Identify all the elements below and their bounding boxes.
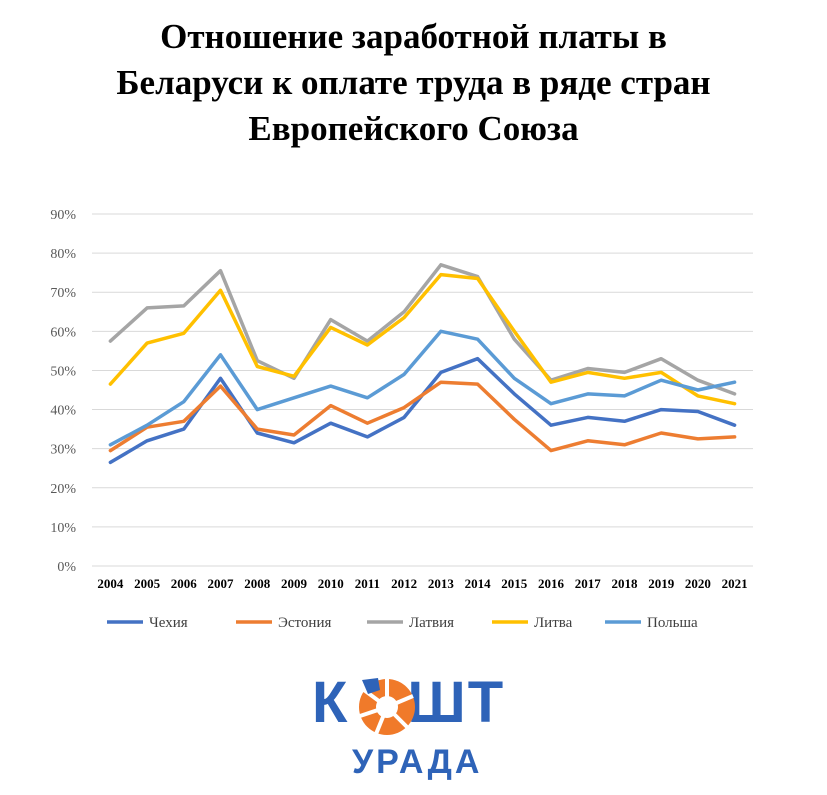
y-tick-label: 20%: [50, 482, 76, 497]
chart-title: Отношение заработной платы в Беларуси к …: [0, 14, 827, 152]
x-tick-label: 2004: [97, 576, 124, 591]
logo-subtitle: УРАДА: [352, 743, 483, 781]
series-line-2: [108, 380, 737, 453]
grid-lines: [92, 213, 753, 567]
legend-label-3: Латвия: [409, 615, 454, 631]
title-line-3: Европейского Союза: [248, 109, 579, 148]
x-tick-label: 2012: [391, 576, 417, 591]
y-tick-label: 70%: [50, 286, 76, 301]
x-tick-label: 2017: [575, 576, 602, 591]
series-line-4: [108, 272, 737, 406]
series-line-3: [108, 263, 737, 396]
y-tick-label: 60%: [50, 325, 76, 340]
logo-wordmark: К ШТ: [312, 672, 505, 734]
series-line-5: [108, 329, 737, 447]
legend: Чехия Эстония Латвия Литва Польша: [107, 615, 698, 631]
x-tick-label: 2019: [648, 576, 675, 591]
x-tick-label: 2015: [501, 576, 528, 591]
x-tick-label: 2013: [428, 576, 455, 591]
logo: К ШТ УРАДА: [0, 668, 827, 788]
legend-label-2: Эстония: [278, 615, 331, 631]
y-axis: 0% 10% 20% 30% 40% 50% 60% 70% 80% 90%: [50, 208, 76, 575]
series-lines: [108, 263, 737, 465]
logo-text-right: ШТ: [407, 670, 506, 735]
x-tick-label: 2021: [722, 576, 748, 591]
y-tick-label: 10%: [50, 521, 76, 536]
coin-logo-icon: [359, 678, 415, 735]
x-tick-label: 2006: [171, 576, 198, 591]
x-tick-label: 2009: [281, 576, 308, 591]
legend-label-1: Чехия: [149, 615, 188, 631]
x-tick-label: 2005: [134, 576, 161, 591]
x-tick-label: 2011: [355, 576, 380, 591]
x-tick-label: 2020: [685, 576, 711, 591]
x-tick-label: 2010: [318, 576, 344, 591]
logo-text-left: К: [312, 670, 350, 735]
x-tick-label: 2016: [538, 576, 565, 591]
x-tick-label: 2007: [208, 576, 235, 591]
title-line-1: Отношение заработной платы в: [160, 17, 667, 56]
y-tick-label: 40%: [50, 404, 76, 419]
y-tick-label: 50%: [50, 364, 76, 379]
legend-label-5: Польша: [647, 615, 698, 631]
line-chart: 0%10%20%30%40%50%60%70%80%90% 2004 2005 20…: [50, 208, 753, 631]
legend-label-4: Литва: [534, 615, 573, 631]
title-line-2: Беларуси к оплате труда в ряде стран: [116, 63, 711, 102]
y-tick-label: 0%: [57, 560, 76, 575]
x-axis: 2004 2005 2006 2007 2008 2009 2010 2011 2012 2013…: [97, 576, 747, 591]
x-tick-label: 2018: [611, 576, 638, 591]
y-tick-label: 90%: [50, 208, 76, 223]
y-tick-label: 80%: [50, 247, 76, 262]
x-tick-label: 2008: [244, 576, 271, 591]
x-tick-label: 2014: [465, 576, 492, 591]
y-tick-label: 30%: [50, 443, 76, 458]
